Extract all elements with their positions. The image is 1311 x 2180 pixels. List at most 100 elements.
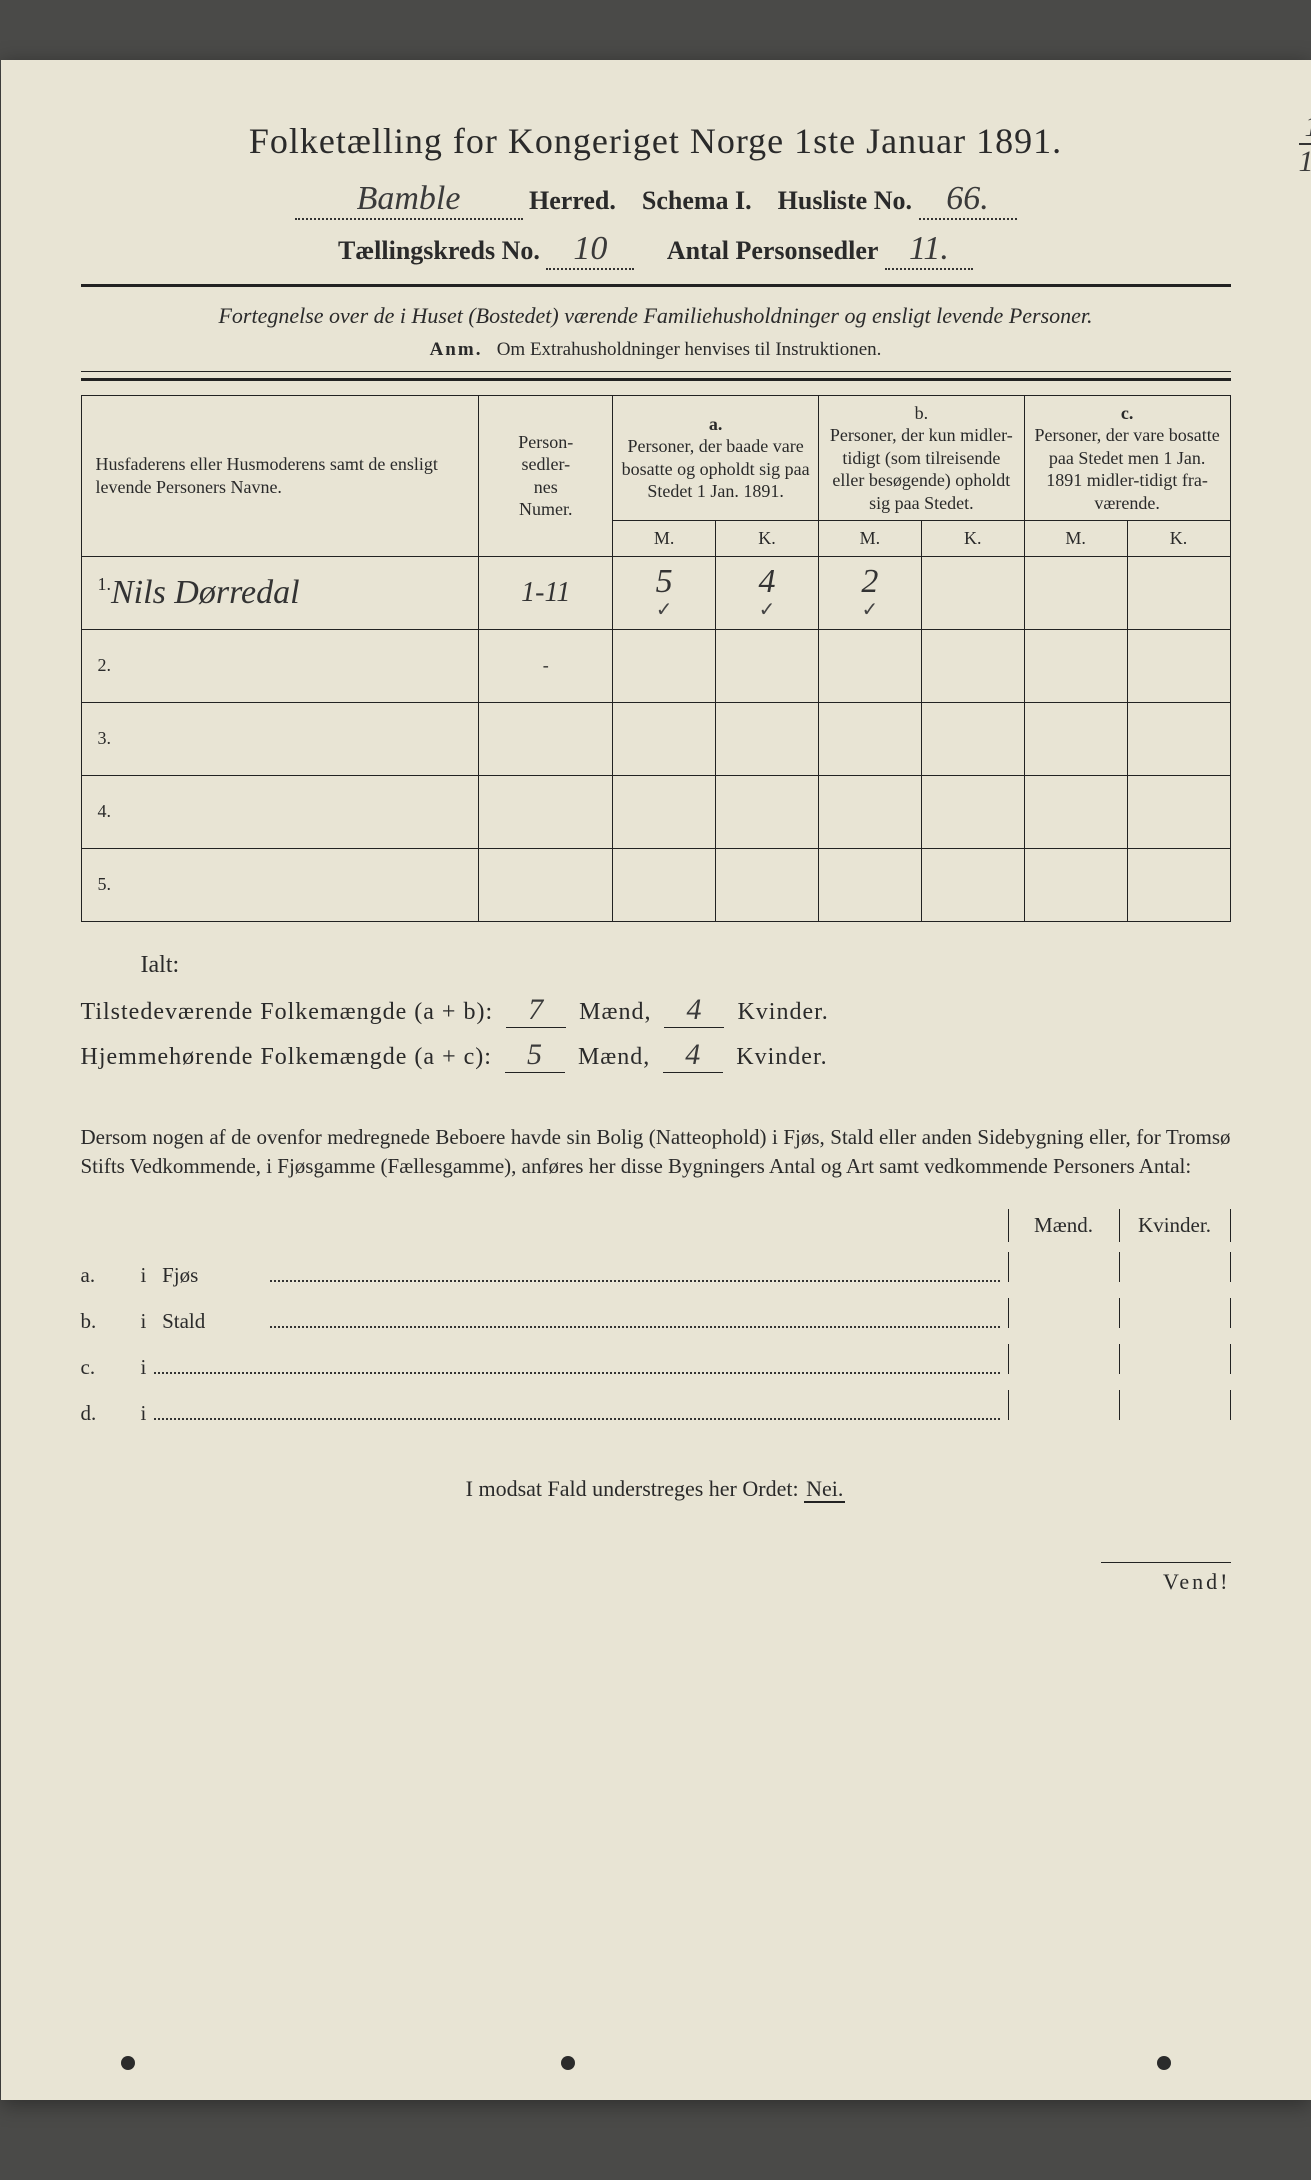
row-label: Fjøs <box>162 1263 262 1288</box>
herred-value: Bamble <box>295 180 523 220</box>
kvinder-label: Kvinder. <box>737 999 828 1025</box>
kvinder-label: Kvinder. <box>736 1044 827 1070</box>
cell: - <box>479 629 613 702</box>
cell: 2 <box>861 563 878 600</box>
rule-2 <box>81 371 1231 372</box>
row-i: i <box>141 1263 147 1288</box>
row-sedler: 1-11 <box>521 577 570 608</box>
dots <box>154 1351 999 1374</box>
row-num: 5. <box>98 874 112 895</box>
col-a-text: Personer, der baade vare bosatte og opho… <box>622 436 810 501</box>
dots <box>270 1259 999 1282</box>
herred-label: Herred. <box>529 186 616 215</box>
nei-text: I modsat Fald understreges her Ordet: <box>466 1476 799 1501</box>
line2-label: Hjemmehørende Folkemængde (a + c): <box>81 1044 492 1070</box>
mk-cells <box>1008 1390 1231 1420</box>
table-row: 1. Nils Dørredal 1-11 5✓ 4✓ 2✓ <box>81 556 1230 629</box>
mk-cells <box>1008 1252 1231 1282</box>
col-num-header: Person- sedler- nes Numer. <box>479 395 613 556</box>
dots <box>154 1397 999 1420</box>
table-body: 1. Nils Dørredal 1-11 5✓ 4✓ 2✓ 2. - 3. <box>81 556 1230 921</box>
col-b-top: b. Personer, der kun midler-tidigt (som … <box>818 395 1024 521</box>
totals-line-2: Hjemmehørende Folkemængde (a + c): 5 Mæn… <box>81 1038 1231 1073</box>
row-num: 4. <box>98 801 112 822</box>
row-name: Nils Dørredal <box>111 574 300 611</box>
row-i: i <box>141 1401 147 1426</box>
tick-icon: ✓ <box>825 597 915 622</box>
buildings-block: Mænd. Kvinder. a. i Fjøs b. i Stald c. i… <box>81 1209 1231 1426</box>
totals-block: Ialt: Tilstedeværende Folkemængde (a + b… <box>81 952 1231 1073</box>
row-num: 1. <box>98 574 112 595</box>
tick-icon: ✓ <box>619 597 709 622</box>
anm-text: Om Extrahusholdninger henvises til Instr… <box>497 339 882 360</box>
rule-1 <box>81 284 1231 287</box>
a-k: K. <box>716 521 819 557</box>
c-k: K. <box>1127 521 1230 557</box>
maend-label: Mænd, <box>579 999 651 1025</box>
col-num-text: Person- sedler- nes Numer. <box>518 432 573 520</box>
line1-m: 7 <box>506 993 566 1028</box>
nei-line: I modsat Fald understreges her Ordet: Ne… <box>81 1476 1231 1502</box>
row-letter: d. <box>81 1401 141 1426</box>
header-row-2: Tællingskreds No. 10 Antal Personsedler … <box>81 230 1231 270</box>
cell: 4 <box>759 563 776 600</box>
subtitle: Fortegnelse over de i Huset (Bostedet) v… <box>81 301 1231 331</box>
col-name-text: Husfaderens eller Husmoderens samt de en… <box>96 454 438 497</box>
building-row: d. i <box>81 1390 1231 1426</box>
table-row: 3. <box>81 702 1230 775</box>
paragraph: Dersom nogen af de ovenfor medregnede Be… <box>81 1123 1231 1182</box>
totals-line-1: Tilstedeværende Folkemængde (a + b): 7 M… <box>81 993 1231 1028</box>
maend-col: Mænd. <box>1008 1209 1119 1242</box>
col-c-letter: c. <box>1121 403 1134 423</box>
col-a-letter: a. <box>709 414 723 434</box>
cell: 5 <box>656 563 673 600</box>
b-k: K. <box>921 521 1024 557</box>
ialt-label: Ialt: <box>141 952 1231 979</box>
table-row: 5. <box>81 848 1230 921</box>
census-form-page: 15 1 Folketælling for Kongeriget Norge 1… <box>1 60 1311 2100</box>
corner-fraction: 15 1 <box>1299 110 1311 178</box>
punch-hole-icon <box>561 2056 575 2070</box>
tick-icon: ✓ <box>722 597 812 622</box>
punch-hole-icon <box>121 2056 135 2070</box>
a-m: M. <box>613 521 716 557</box>
row-i: i <box>141 1355 147 1380</box>
nei-word: Nei. <box>804 1476 845 1503</box>
header-row-1: Bamble Herred. Schema I. Husliste No. 66… <box>81 180 1231 220</box>
col-c-top: c. Personer, der vare bosatte paa Stedet… <box>1024 395 1230 521</box>
antal-value: 11. <box>885 230 973 270</box>
row-num: 2. <box>98 655 112 676</box>
line1-label: Tilstedeværende Folkemængde (a + b): <box>81 999 494 1025</box>
schema-label: Schema I. <box>642 186 752 215</box>
row-num: 3. <box>98 728 112 749</box>
col-c-text: Personer, der vare bosatte paa Stedet me… <box>1035 425 1220 513</box>
page-title: Folketælling for Kongeriget Norge 1ste J… <box>81 120 1231 162</box>
table-row: 4. <box>81 775 1230 848</box>
col-b-letter: b. <box>915 403 929 423</box>
kvinder-col: Kvinder. <box>1119 1209 1231 1242</box>
line2-k: 4 <box>663 1038 723 1073</box>
building-row: a. i Fjøs <box>81 1252 1231 1288</box>
line2-m: 5 <box>505 1038 565 1073</box>
antal-label: Antal Personsedler <box>667 236 879 265</box>
row-letter: c. <box>81 1355 141 1380</box>
census-table: Husfaderens eller Husmoderens samt de en… <box>81 395 1231 922</box>
c-m: M. <box>1024 521 1127 557</box>
corner-bottom: 1 <box>1299 145 1311 178</box>
mk-cells <box>1008 1344 1231 1374</box>
building-row: c. i <box>81 1344 1231 1380</box>
col-name-header: Husfaderens eller Husmoderens samt de en… <box>81 395 479 556</box>
anm-line: Anm. Om Extrahusholdninger henvises til … <box>81 339 1231 361</box>
b-m: M. <box>818 521 921 557</box>
col-a-top: a. Personer, der baade vare bosatte og o… <box>613 395 819 521</box>
table-row: 2. - <box>81 629 1230 702</box>
row-label: Stald <box>162 1309 262 1334</box>
building-row: b. i Stald <box>81 1298 1231 1334</box>
corner-top: 15 <box>1299 110 1311 145</box>
husliste-label: Husliste No. <box>778 186 912 215</box>
anm-prefix: Anm. <box>430 339 483 360</box>
punch-hole-icon <box>1157 2056 1171 2070</box>
line1-k: 4 <box>664 993 724 1028</box>
vend-label: Vend! <box>1101 1562 1231 1595</box>
maend-label: Mænd, <box>578 1044 650 1070</box>
